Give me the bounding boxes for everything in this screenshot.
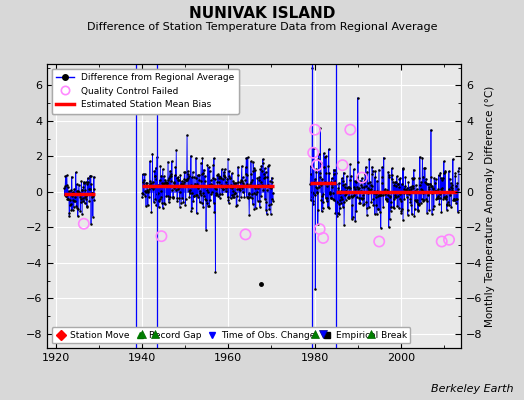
Text: Berkeley Earth: Berkeley Earth — [431, 384, 514, 394]
Y-axis label: Monthly Temperature Anomaly Difference (°C): Monthly Temperature Anomaly Difference (… — [485, 85, 495, 327]
Point — [445, 236, 453, 243]
Point — [358, 174, 366, 181]
Point — [309, 150, 318, 156]
Point — [311, 126, 319, 133]
Point — [375, 238, 384, 245]
Point — [242, 231, 250, 238]
Text: Difference of Station Temperature Data from Regional Average: Difference of Station Temperature Data f… — [87, 22, 437, 32]
Point — [315, 226, 324, 232]
Point — [346, 126, 355, 133]
Point — [339, 162, 347, 168]
Legend: Difference from Regional Average, Quality Control Failed, Estimated Station Mean: Difference from Regional Average, Qualit… — [52, 68, 239, 114]
Text: NUNIVAK ISLAND: NUNIVAK ISLAND — [189, 6, 335, 21]
Point — [313, 162, 321, 168]
Point — [319, 235, 328, 241]
Point — [80, 220, 88, 227]
Point — [438, 238, 446, 245]
Point — [157, 233, 166, 239]
